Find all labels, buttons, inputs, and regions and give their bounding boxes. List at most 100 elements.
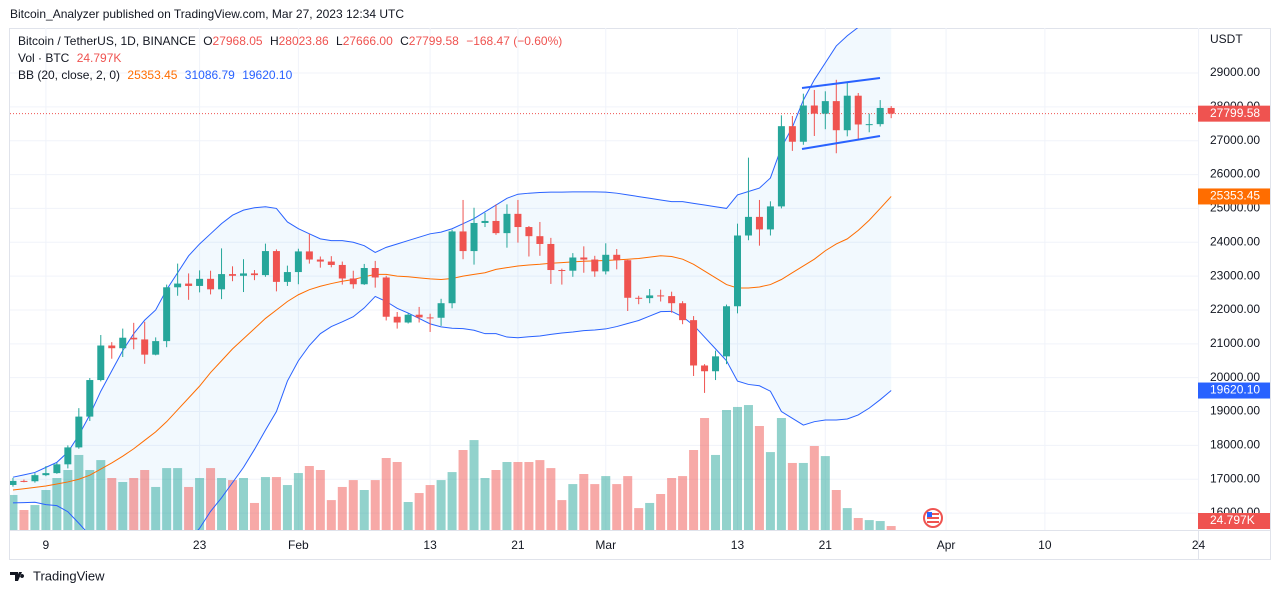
- volume-bar: [864, 520, 874, 530]
- candle-body: [207, 278, 215, 290]
- symbol: Bitcoin / TetherUS, 1D, BINANCE: [18, 34, 196, 48]
- candle-body: [53, 464, 61, 474]
- volume-bar: [217, 478, 227, 530]
- legend-change: −168.47 (−0.60%): [466, 34, 562, 48]
- candle-body: [31, 475, 39, 482]
- volume-legend: Vol · BTC 24.797K: [18, 51, 121, 65]
- x-tick-label: 24: [1192, 538, 1206, 552]
- candle-body: [393, 316, 401, 323]
- legend-value: 27666.00: [343, 34, 393, 48]
- candle-body: [777, 126, 785, 207]
- volume-bar: [184, 486, 194, 530]
- candle-body: [679, 303, 687, 321]
- x-tick-label: 21: [511, 538, 525, 552]
- candle-body: [316, 259, 324, 262]
- candle-body: [733, 235, 741, 307]
- x-tick-label: 21: [819, 538, 833, 552]
- candle-body: [283, 272, 291, 282]
- volume-bar: [425, 485, 435, 530]
- x-tick-label: Feb: [288, 538, 309, 552]
- bb-legend: BB (20, close, 2, 0) 25353.45 31086.79 1…: [18, 68, 293, 82]
- volume-bar: [601, 476, 611, 530]
- candle-body: [305, 251, 313, 260]
- volume-bar: [798, 462, 808, 530]
- legend-value: 27968.05: [213, 34, 263, 48]
- legend-key: C: [400, 34, 409, 48]
- y-tick-label: 26000.00: [1210, 167, 1260, 181]
- volume-bar: [96, 460, 106, 530]
- volume-bar: [271, 477, 281, 530]
- bb-basis-value: 25353.45: [127, 68, 177, 82]
- bb-name: BB (20, close, 2, 0): [18, 68, 120, 82]
- volume-bar: [337, 486, 347, 530]
- candle-body: [108, 345, 116, 349]
- legend-key: L: [336, 34, 343, 48]
- candle-body: [558, 270, 566, 272]
- volume-bar: [513, 462, 523, 530]
- candle-body: [723, 306, 731, 357]
- volume-bar: [348, 480, 358, 530]
- volume-bar: [524, 462, 534, 530]
- candle-body: [163, 287, 171, 342]
- volume-bar: [776, 418, 786, 530]
- x-tick-label: 9: [43, 538, 50, 552]
- volume-bar: [722, 410, 732, 530]
- published-note: Bitcoin_Analyzer published on TradingVie…: [10, 7, 404, 21]
- candle-body: [624, 260, 632, 298]
- trend-line: [801, 135, 881, 150]
- y-tick-label: 19000.00: [1210, 404, 1260, 418]
- volume-bar: [260, 477, 270, 530]
- volume-bar: [491, 470, 501, 530]
- candle-body: [371, 267, 379, 278]
- candle-body: [613, 254, 621, 261]
- volume-bar: [392, 462, 402, 530]
- candle-body: [514, 213, 522, 228]
- legend-key: O: [203, 34, 212, 48]
- brand-logo: [10, 572, 25, 581]
- volume-bar: [502, 462, 512, 530]
- x-tick-label: Mar: [595, 538, 616, 552]
- last-price-tag-bg: [1198, 105, 1270, 122]
- volume-tag-bg: [1198, 513, 1270, 529]
- volume-bar: [678, 476, 688, 530]
- volume-bar: [667, 478, 677, 530]
- candle-body: [426, 317, 434, 319]
- candle-body: [174, 283, 182, 288]
- bb-lower-value: 19620.10: [242, 68, 292, 82]
- trend-line: [801, 77, 881, 89]
- volume-bar: [732, 406, 742, 530]
- legend-value: 27799.58: [409, 34, 459, 48]
- candle-body: [338, 264, 346, 279]
- chart-frame: [9, 28, 1271, 560]
- volume-bar: [546, 468, 556, 530]
- y-tick-label: 23000.00: [1210, 268, 1260, 282]
- volume-bar: [173, 468, 183, 530]
- volume-bar: [590, 484, 600, 530]
- volume-bar: [282, 485, 292, 530]
- volume-value: 24.797K: [77, 51, 122, 65]
- volume-bar: [853, 518, 863, 530]
- candle-body: [185, 283, 193, 286]
- candle-body: [261, 251, 269, 276]
- bb-lower-tag-bg: [1198, 382, 1270, 399]
- candle-body: [744, 216, 752, 236]
- volume-bar: [689, 450, 699, 530]
- volume-bar: [195, 478, 205, 530]
- candle-body: [591, 259, 599, 272]
- y-tick-label: 17000.00: [1210, 471, 1260, 485]
- volume-bar: [469, 440, 479, 530]
- volume-bar: [30, 505, 40, 530]
- candle-body: [646, 295, 654, 299]
- candle-body: [788, 126, 796, 142]
- event-icon[interactable]: [923, 508, 943, 528]
- bb-upper: [12, 28, 859, 478]
- volume-bar: [809, 446, 819, 530]
- candle-body: [250, 273, 258, 276]
- candle-body: [141, 339, 149, 355]
- x-tick-label: 23: [193, 538, 207, 552]
- volume-bar: [41, 490, 51, 530]
- candle-body: [196, 278, 204, 286]
- candle-body: [876, 107, 884, 125]
- y-tick-label: 18000.00: [1210, 438, 1260, 452]
- candle-body: [843, 95, 851, 131]
